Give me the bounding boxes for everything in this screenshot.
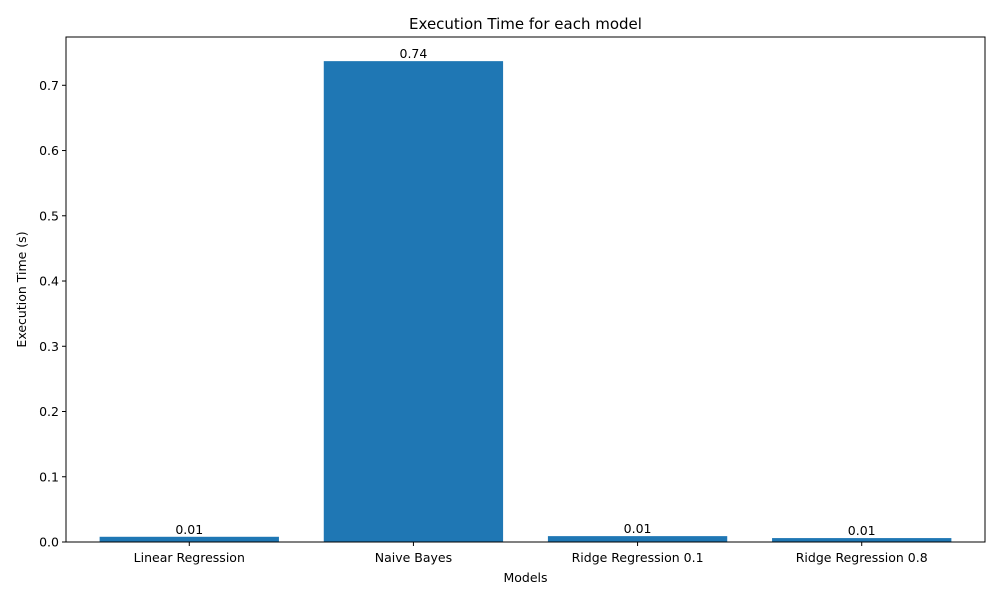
y-tick-label-6: 0.6 bbox=[39, 143, 59, 158]
x-axis-label: Models bbox=[503, 570, 547, 585]
bar-value-label-2: 0.01 bbox=[624, 521, 652, 536]
y-axis-label: Execution Time (s) bbox=[14, 231, 29, 347]
x-tick-label-1: Naive Bayes bbox=[375, 550, 452, 565]
bars-layer bbox=[99, 61, 952, 542]
bar-value-label-0: 0.01 bbox=[175, 522, 203, 537]
bar-3 bbox=[772, 538, 952, 542]
y-tick-label-2: 0.2 bbox=[39, 404, 59, 419]
chart-title: Execution Time for each model bbox=[409, 15, 642, 33]
bar-1 bbox=[323, 61, 504, 542]
x-tick-label-2: Ridge Regression 0.1 bbox=[572, 550, 704, 565]
y-tick-label-0: 0.0 bbox=[39, 535, 59, 550]
bar-value-label-1: 0.74 bbox=[400, 46, 428, 61]
x-tick-label-0: Linear Regression bbox=[134, 550, 245, 565]
bar-labels-layer: 0.01 0.74 0.01 0.01 bbox=[175, 46, 875, 538]
x-ticks-layer: Linear Regression Naive Bayes Ridge Regres… bbox=[134, 542, 928, 565]
x-tick-label-3: Ridge Regression 0.8 bbox=[796, 550, 928, 565]
bar-value-label-3: 0.01 bbox=[848, 523, 876, 538]
bar-2 bbox=[547, 536, 728, 542]
y-tick-label-3: 0.3 bbox=[39, 339, 59, 354]
y-tick-label-7: 0.7 bbox=[39, 78, 59, 93]
plot-frame bbox=[65, 36, 986, 543]
y-tick-label-4: 0.4 bbox=[39, 274, 59, 289]
y-tick-label-5: 0.5 bbox=[39, 208, 59, 223]
bar-0 bbox=[99, 536, 279, 542]
y-tick-label-1: 0.1 bbox=[39, 469, 59, 484]
y-ticks-layer: 0.0 0.1 0.2 0.3 0.4 0.5 0.6 0.7 bbox=[39, 78, 66, 550]
